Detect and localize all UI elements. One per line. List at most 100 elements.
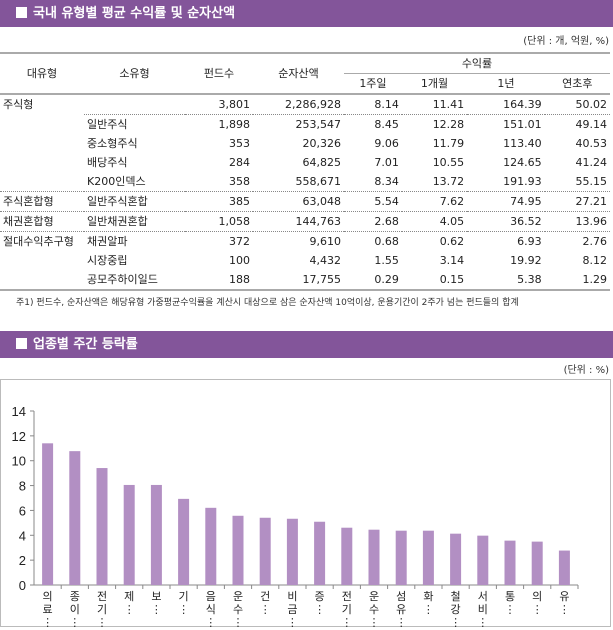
- table-cell: 2.68: [344, 211, 402, 232]
- table-cell: 일반주식혼합: [84, 191, 185, 212]
- x-tick-label: 전 기 ⋮: [341, 590, 352, 629]
- table-cell: 4,432: [309, 254, 342, 267]
- table-cell: 4.05: [401, 211, 468, 232]
- col-minor: 소유형: [119, 67, 150, 80]
- table-row: 채권혼합형 일반채권혼합 1,058 144,763 2.68 4.05 36.52 13.9…: [0, 211, 610, 232]
- y-tick-label: 10: [12, 454, 26, 469]
- chart-frame: [0, 379, 611, 627]
- table-cell: 11.41: [432, 98, 465, 111]
- table-cell: 385: [185, 191, 253, 212]
- table-cell: 6.93: [467, 231, 545, 251]
- bar: [232, 515, 244, 585]
- bar: [422, 530, 434, 585]
- y-tick-label: 12: [12, 429, 26, 444]
- section-title: 국내 유형별 평균 수익률 및 순자산액: [33, 6, 236, 21]
- table-cell: 채권혼합형: [0, 211, 84, 232]
- table-cell: 8.34: [374, 175, 399, 188]
- table-cell: 19.92: [510, 254, 542, 267]
- table-cell: 1,898: [185, 114, 253, 134]
- table-cell: 3,801: [218, 98, 251, 111]
- x-tick-label: 제 ⋮: [124, 590, 135, 616]
- table-cell: 113.40: [503, 137, 542, 150]
- col-1w: 1주일: [359, 77, 387, 90]
- table-cell: 8.45: [344, 114, 402, 134]
- bar: [69, 451, 81, 585]
- bar: [477, 535, 489, 585]
- bar: [368, 529, 380, 585]
- bar: [531, 541, 543, 585]
- footnote: 주1) 펀드수, 순자산액은 해당유형 가중평균수익률을 계산시 대상으로 삼은…: [16, 298, 519, 308]
- section-title: 업종별 주간 등락률: [33, 337, 138, 352]
- table-cell: 36.52: [467, 211, 545, 232]
- x-tick-label: 건 ⋮: [260, 590, 271, 616]
- table-cell: 5.38: [517, 273, 542, 286]
- bar: [42, 443, 54, 585]
- y-tick-label: 0: [19, 578, 26, 593]
- table-row: K200인덱스 358 558,671 8.34 13.72 191.93 55.15: [0, 172, 610, 192]
- table-cell: 63,048: [253, 191, 344, 212]
- bar: [96, 468, 108, 585]
- bar: [259, 517, 271, 585]
- table-cell: 주식혼합형: [0, 191, 84, 212]
- table-cell: 0.29: [374, 273, 399, 286]
- table-cell: 일반채권혼합: [84, 211, 185, 232]
- section-header-sector: 업종별 주간 등락률: [0, 331, 613, 358]
- table-cell: 2,286,928: [285, 98, 341, 111]
- table-cell: 55.15: [575, 175, 608, 188]
- table-cell: 주식형: [3, 98, 34, 112]
- table-cell: 12.28: [401, 114, 468, 134]
- fund-returns-table: 대유형 소유형 펀드수 순자산액 수익률 1주일 1개월 1년 연초후 주식형 3,80…: [0, 52, 610, 291]
- unit-label: (단위 : %): [563, 365, 609, 376]
- table-row: 주식형 3,801 2,286,928 8.14 11.41 164.39 50.02: [0, 94, 610, 115]
- x-tick-label: 기 ⋮: [178, 590, 189, 616]
- table-cell: 20,326: [302, 137, 342, 150]
- x-tick-label: 증 ⋮: [314, 590, 325, 616]
- table-cell: 358: [229, 175, 250, 188]
- table-cell: 372: [185, 231, 253, 251]
- x-tick-label: 비 금 ⋮: [287, 590, 298, 629]
- bar: [286, 518, 298, 585]
- bar: [150, 484, 162, 585]
- table-cell: 10.55: [432, 156, 465, 169]
- table-cell: 9.06: [374, 137, 399, 150]
- table-cell: 2.76: [544, 231, 610, 251]
- bar: [450, 533, 462, 585]
- table-cell: 50.02: [575, 98, 608, 111]
- table-row: 일반주식 1,898 253,547 8.45 12.28 151.01 49.14: [0, 114, 610, 134]
- x-tick-label: 보 ⋮: [151, 590, 162, 616]
- table-cell: 144,763: [253, 211, 344, 232]
- x-tick-label: 화 ⋮: [423, 590, 434, 616]
- table-row: 시장중립 100 4,432 1.55 3.14 19.92 8.12: [0, 251, 610, 270]
- x-tick-label: 음 식 ⋮: [205, 590, 216, 629]
- x-tick-label: 통 ⋮: [505, 590, 516, 616]
- table-cell: 164.39: [503, 98, 542, 111]
- table-row: 배당주식 284 64,825 7.01 10.55 124.65 41.24: [0, 153, 610, 172]
- x-tick-label: 서 비 ⋮: [477, 590, 488, 629]
- y-tick-label: 14: [12, 404, 26, 419]
- col-assets: 순자산액: [278, 67, 319, 80]
- col-1m: 1개월: [420, 77, 449, 90]
- square-icon: [16, 338, 27, 349]
- table-row: 중소형주식 353 20,326 9.06 11.79 113.40 40.53: [0, 134, 610, 153]
- table-cell: 151.01: [467, 114, 545, 134]
- table-cell: 41.24: [575, 156, 608, 169]
- table-cell: 27.21: [544, 191, 610, 212]
- table-cell: 배당주식: [87, 156, 128, 169]
- x-tick-label: 종 이 ⋮: [69, 590, 80, 629]
- table-cell: K200인덱스: [87, 175, 146, 188]
- bar: [178, 498, 190, 585]
- col-funds: 펀드수: [203, 67, 235, 80]
- x-tick-label: 운 수 ⋮: [233, 590, 244, 629]
- table-cell: 74.95: [467, 191, 545, 212]
- table-cell: 0.62: [401, 231, 468, 251]
- table-cell: 5.54: [344, 191, 402, 212]
- table-cell: 일반주식: [84, 114, 185, 134]
- table-cell: 시장중립: [87, 254, 128, 267]
- x-tick-label: 전 기 ⋮: [97, 590, 108, 629]
- col-1y: 1년: [497, 77, 515, 90]
- section-header-fund-returns: 국내 유형별 평균 수익률 및 순자산액: [0, 0, 613, 27]
- x-tick-label: 철 강 ⋮: [450, 590, 461, 629]
- table-cell: 64,825: [302, 156, 342, 169]
- table-cell: 253,547: [253, 114, 344, 134]
